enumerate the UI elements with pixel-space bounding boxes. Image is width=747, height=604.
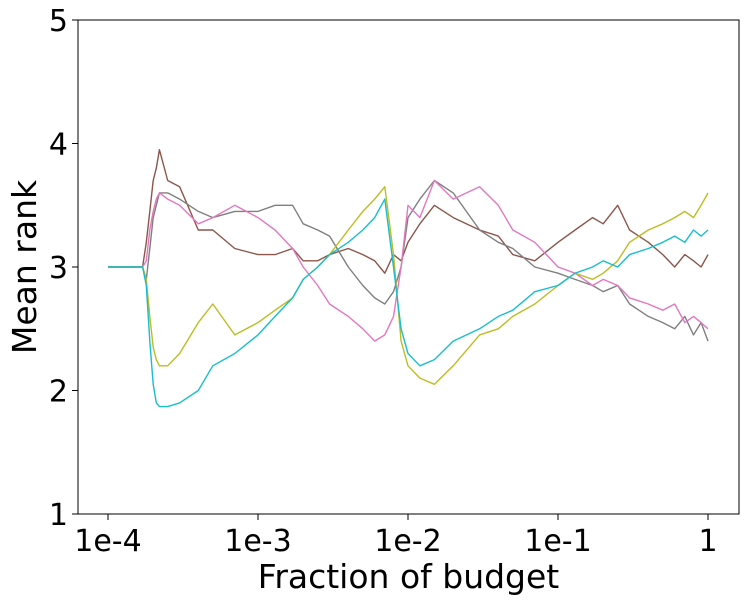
x-tick-label: 1e-3 — [224, 524, 291, 559]
x-tick-label: 1 — [698, 524, 717, 559]
series-line-2 — [108, 179, 709, 342]
y-tick-label: 4 — [49, 128, 68, 163]
series-line-5 — [108, 198, 709, 408]
plot-area-frame — [77, 19, 740, 515]
series-line-3 — [108, 179, 709, 342]
x-tick-label: 1e-1 — [524, 524, 591, 559]
y-tick-label: 2 — [49, 375, 68, 410]
series-layer — [108, 148, 709, 408]
y-tick-label: 1 — [49, 498, 68, 533]
series-line-4 — [108, 185, 709, 385]
y-axis-label: Mean rank — [5, 179, 44, 354]
y-axis: 1 2 3 4 5 — [49, 4, 78, 533]
x-axis-label: Fraction of budget — [258, 557, 560, 596]
x-tick-label: 1e-2 — [374, 524, 441, 559]
y-tick-label: 3 — [49, 251, 68, 286]
x-axis: 1e-4 1e-3 1e-2 1e-1 1 — [74, 514, 718, 559]
y-tick-label: 5 — [49, 4, 68, 39]
x-tick-label: 1e-4 — [74, 524, 141, 559]
